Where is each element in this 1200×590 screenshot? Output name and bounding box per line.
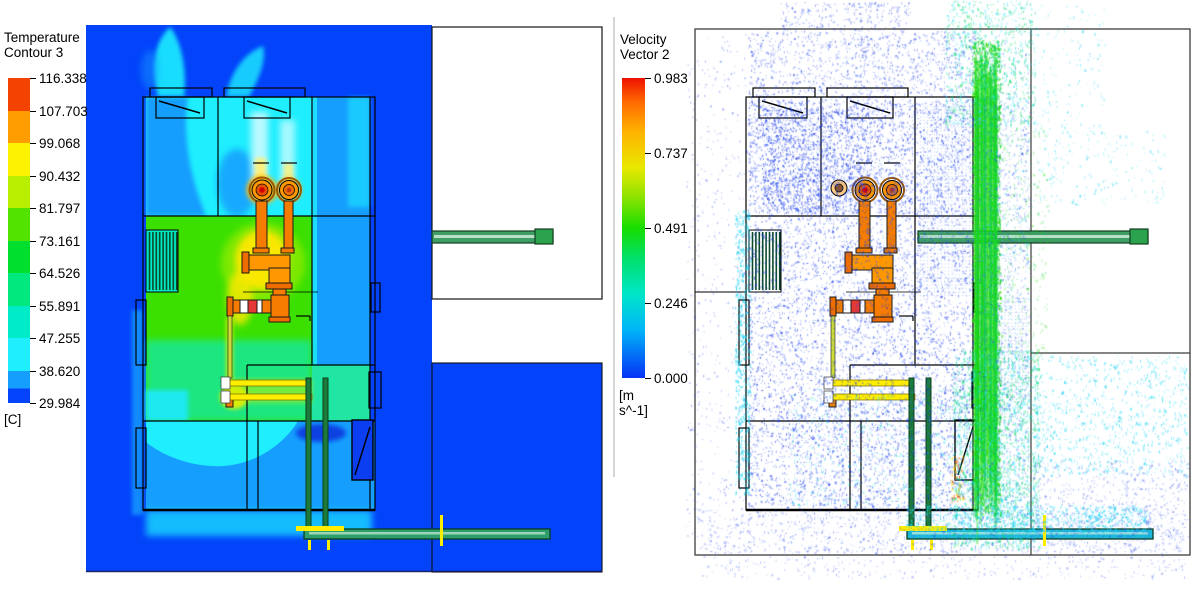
velocity-tick [645, 78, 651, 80]
velocity-tick [645, 153, 651, 155]
velocity-tick [645, 303, 651, 305]
temperature-band [8, 273, 30, 306]
temperature-tick [30, 78, 36, 80]
temperature-band [8, 338, 30, 371]
temperature-tick-label: 64.526 [39, 266, 81, 281]
temperature-tick [30, 305, 36, 307]
temperature-tick [30, 273, 36, 275]
temperature-tick [30, 175, 36, 177]
velocity-unit: [m s^-1] [619, 388, 648, 418]
temperature-band [8, 78, 30, 111]
temperature-colorbar [8, 78, 30, 403]
temperature-tick-label: 99.068 [39, 136, 81, 151]
temperature-tick-label: 116.338 [39, 71, 87, 86]
velocity-tick [645, 228, 651, 230]
velocity-tick-label: 0.491 [654, 221, 688, 236]
temperature-tick [30, 208, 36, 210]
temperature-band [8, 175, 30, 208]
temperature-band [8, 240, 30, 273]
temperature-tick [30, 143, 36, 145]
temperature-tick [30, 338, 36, 340]
temperature-band [8, 208, 30, 241]
temperature-tick-label: 107.703 [39, 103, 88, 119]
velocity-tick-label: 0.246 [654, 296, 688, 311]
temperature-band [8, 305, 30, 338]
temperature-tick-label: 90.432 [39, 168, 81, 184]
velocity-tick [645, 378, 651, 380]
velocity-tick-label: 0.737 [654, 146, 688, 161]
temperature-band [8, 110, 30, 143]
temperature-tick [30, 110, 36, 112]
left-domain-boxes [431, 26, 603, 573]
temperature-legend-subtitle: Contour 3 [4, 45, 64, 60]
temperature-tick-label: 73.161 [39, 233, 81, 249]
velocity-colorbar [622, 78, 645, 378]
temperature-tick-label: 38.620 [39, 363, 81, 379]
temperature-unit: [C] [4, 412, 22, 427]
temperature-tick-label: 55.891 [39, 298, 81, 314]
temperature-tick [30, 403, 36, 405]
velocity-tick-label: 0.983 [654, 71, 688, 86]
temperature-band [8, 370, 30, 403]
temperature-tick-label: 81.797 [39, 201, 81, 216]
temperature-tick-label: 47.255 [39, 331, 81, 346]
temperature-tick [30, 240, 36, 242]
velocity-legend-title: Velocity [620, 32, 667, 47]
side-pipe-right [917, 228, 1149, 245]
temperature-legend-title: Temperature [4, 30, 80, 45]
side-pipe-left [431, 228, 554, 245]
intake-grille [145, 229, 179, 293]
temperature-band [8, 143, 30, 176]
temperature-tick-label: 29.984 [39, 396, 81, 411]
velocity-legend-subtitle: Vector 2 [620, 47, 670, 62]
velocity-tick-label: 0.000 [654, 371, 688, 386]
temperature-tick [30, 370, 36, 372]
